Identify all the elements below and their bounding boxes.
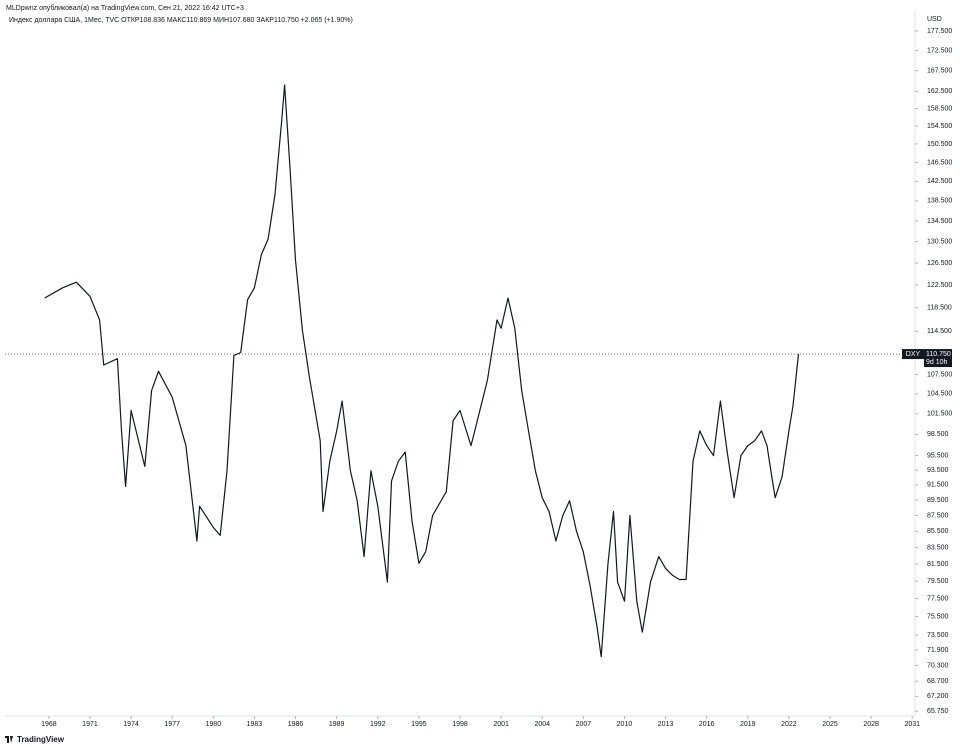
y-tick-label: 122.500 xyxy=(927,282,952,289)
y-tick-label: 138.500 xyxy=(927,198,952,205)
x-tick-label: 1995 xyxy=(411,721,427,728)
x-tick-label: 2025 xyxy=(822,721,838,728)
y-tick-label: 68.700 xyxy=(927,678,949,685)
y-tick-label: 130.500 xyxy=(927,238,952,245)
x-tick-label: 1998 xyxy=(452,721,468,728)
axis-unit: USD xyxy=(927,16,942,23)
x-tick-label: 2010 xyxy=(617,721,633,728)
y-tick-label: 126.500 xyxy=(927,260,952,267)
x-tick-label: 2031 xyxy=(904,721,920,728)
x-tick-label: 2022 xyxy=(781,721,797,728)
y-tick-label: 91.500 xyxy=(927,482,949,489)
y-tick-label: 75.500 xyxy=(927,613,949,620)
y-tick-label: 114.500 xyxy=(927,328,952,335)
y-tick-label: 134.500 xyxy=(927,218,952,225)
x-tick-label: 2004 xyxy=(534,721,550,728)
y-tick-label: 118.500 xyxy=(927,305,952,312)
y-tick-label: 73.500 xyxy=(927,632,949,639)
y-tick-label: 104.500 xyxy=(927,391,952,398)
countdown-text: 9d 10h xyxy=(926,359,948,366)
y-tick-label: 93.500 xyxy=(927,467,949,474)
y-tick-label: 77.500 xyxy=(927,595,949,602)
y-tick-label: 158.500 xyxy=(927,105,952,112)
y-tick-label: 162.500 xyxy=(927,88,952,95)
y-tick-label: 95.500 xyxy=(927,452,949,459)
x-tick-label: 1968 xyxy=(41,721,57,728)
y-tick-label: 146.500 xyxy=(927,159,952,166)
x-tick-label: 2013 xyxy=(658,721,674,728)
x-tick-label: 2016 xyxy=(699,721,715,728)
x-tick-label: 1992 xyxy=(370,721,386,728)
x-tick-label: 2007 xyxy=(576,721,592,728)
x-tick-label: 1986 xyxy=(288,721,304,728)
price-line xyxy=(44,84,800,658)
symbol-legend: Индекс доллара США, 1Мес, TVC ОТКР108.83… xyxy=(9,17,353,24)
y-tick-label: 79.500 xyxy=(927,578,949,585)
y-tick-label: 107.500 xyxy=(927,371,952,378)
symbol-tag xyxy=(902,349,924,360)
x-tick-label: 1983 xyxy=(247,721,263,728)
y-tick-label: 172.500 xyxy=(927,47,952,54)
publisher-line: MLDpwnz опубликовал(а) на TradingView.co… xyxy=(6,4,244,12)
y-tick-label: 89.500 xyxy=(927,497,949,504)
y-tick-label: 85.500 xyxy=(927,528,949,535)
y-tick-label: 71.900 xyxy=(927,647,949,654)
x-tick-label: 1980 xyxy=(206,721,222,728)
y-tick-label: 70.300 xyxy=(927,662,949,669)
y-tick-label: 177.500 xyxy=(927,28,952,35)
y-tick-label: 87.500 xyxy=(927,512,949,519)
x-tick-label: 2001 xyxy=(493,721,509,728)
x-tick-label: 1971 xyxy=(82,721,98,728)
brand-logo xyxy=(5,736,13,743)
y-tick-label: 81.500 xyxy=(927,561,949,568)
price-tag-text: 110.750 xyxy=(926,351,951,358)
x-tick-label: 1989 xyxy=(329,721,345,728)
y-tick-label: 101.500 xyxy=(927,411,952,418)
x-tick-label: 2028 xyxy=(863,721,879,728)
x-tick-label: 1977 xyxy=(164,721,180,728)
price-tag xyxy=(924,349,952,368)
y-tick-label: 98.500 xyxy=(927,431,949,438)
y-tick-label: 67.200 xyxy=(927,693,949,700)
y-tick-label: 150.500 xyxy=(927,141,952,148)
y-tick-label: 65.750 xyxy=(927,708,949,715)
x-tick-label: 2019 xyxy=(740,721,756,728)
x-tick-label: 1974 xyxy=(123,721,139,728)
symbol-tag-text: DXY xyxy=(906,351,921,358)
y-tick-label: 83.500 xyxy=(927,544,949,551)
y-tick-label: 167.500 xyxy=(927,67,952,74)
brand: TradingView xyxy=(17,735,65,744)
y-tick-label: 142.500 xyxy=(927,178,952,185)
y-tick-label: 154.500 xyxy=(927,123,952,130)
